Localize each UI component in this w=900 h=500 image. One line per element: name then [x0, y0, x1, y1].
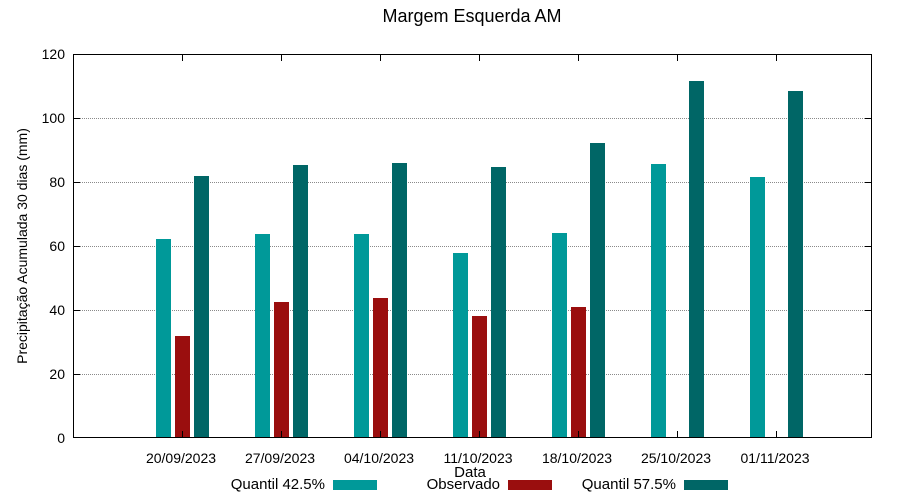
x-tick-mark: [281, 55, 282, 61]
bar-quantil-42-5-: [651, 164, 666, 437]
x-tick-mark: [677, 431, 678, 437]
x-tick-mark: [479, 431, 480, 437]
x-tick-mark: [182, 431, 183, 437]
x-tick-mark: [578, 431, 579, 437]
y-tick-mark: [74, 118, 80, 119]
x-tick-mark: [578, 55, 579, 61]
x-tick-label: 27/09/2023: [244, 450, 316, 466]
y-tick-mark: [865, 246, 871, 247]
gridline: [74, 118, 871, 119]
bar-quantil-57-5-: [590, 143, 605, 437]
x-tick-mark: [182, 55, 183, 61]
bar-quantil-57-5-: [194, 176, 209, 437]
bar-quantil-42-5-: [255, 234, 270, 437]
y-tick-mark: [74, 374, 80, 375]
gridline: [74, 182, 871, 183]
legend-label: Quantil 42.5%: [230, 476, 325, 493]
legend-entry-quantil-57-5: Quantil 57.5%: [581, 476, 728, 493]
x-tick-mark: [479, 55, 480, 61]
y-tick-mark: [74, 310, 80, 311]
x-tick-label: 20/09/2023: [145, 450, 217, 466]
chart-title: Margem Esquerda AM: [382, 6, 562, 26]
x-tick-label: 25/10/2023: [640, 450, 712, 466]
gridline: [74, 310, 871, 311]
gridline: [74, 246, 871, 247]
legend-entry-quantil-42-5: Quantil 42.5%: [230, 476, 377, 493]
bar-quantil-57-5-: [293, 165, 308, 437]
y-tick-label: 100: [41, 110, 65, 126]
legend-label: Observado: [426, 476, 500, 493]
bar-quantil-57-5-: [392, 163, 407, 437]
y-tick-mark: [74, 246, 80, 247]
bar-observado: [472, 316, 487, 437]
legend-swatch-observado: [508, 479, 552, 490]
bar-quantil-57-5-: [491, 167, 506, 437]
bar-quantil-42-5-: [552, 233, 567, 437]
y-tick-label: 20: [49, 366, 65, 382]
y-tick-label: 60: [49, 238, 65, 254]
bar-quantil-42-5-: [750, 177, 765, 437]
bar-quantil-42-5-: [156, 239, 171, 437]
legend-entry-observado: Observado: [426, 476, 552, 493]
x-tick-mark: [776, 431, 777, 437]
bar-quantil-42-5-: [453, 253, 468, 437]
x-tick-mark: [380, 431, 381, 437]
bar-observado: [274, 302, 289, 437]
y-tick-label: 40: [49, 302, 65, 318]
x-tick-mark: [380, 55, 381, 61]
y-tick-mark: [865, 374, 871, 375]
y-tick-mark: [865, 310, 871, 311]
y-tick-label: 0: [57, 430, 65, 446]
x-tick-label: 04/10/2023: [343, 450, 415, 466]
bar-quantil-42-5-: [354, 234, 369, 437]
x-tick-mark: [677, 55, 678, 61]
x-tick-label: 11/10/2023: [443, 450, 513, 466]
y-tick-label: 120: [41, 46, 65, 62]
bar-quantil-57-5-: [689, 81, 704, 437]
y-tick-mark: [74, 182, 80, 183]
bar-quantil-57-5-: [788, 91, 803, 437]
x-tick-mark: [281, 431, 282, 437]
legend-label: Quantil 57.5%: [581, 476, 676, 493]
y-tick-mark: [865, 118, 871, 119]
x-tick-mark: [776, 55, 777, 61]
legend-swatch-quantil-42-5: [333, 479, 377, 490]
x-tick-label: 01/11/2023: [740, 450, 810, 466]
bar-observado: [571, 307, 586, 437]
legend-swatch-quantil-57-5: [684, 479, 728, 490]
bar-observado: [373, 298, 388, 437]
x-axis-label: Data: [454, 464, 486, 481]
y-tick-label: 80: [49, 174, 65, 190]
bar-observado: [175, 336, 190, 437]
plot-area: [73, 54, 872, 438]
y-tick-mark: [865, 182, 871, 183]
x-tick-label: 18/10/2023: [541, 450, 613, 466]
